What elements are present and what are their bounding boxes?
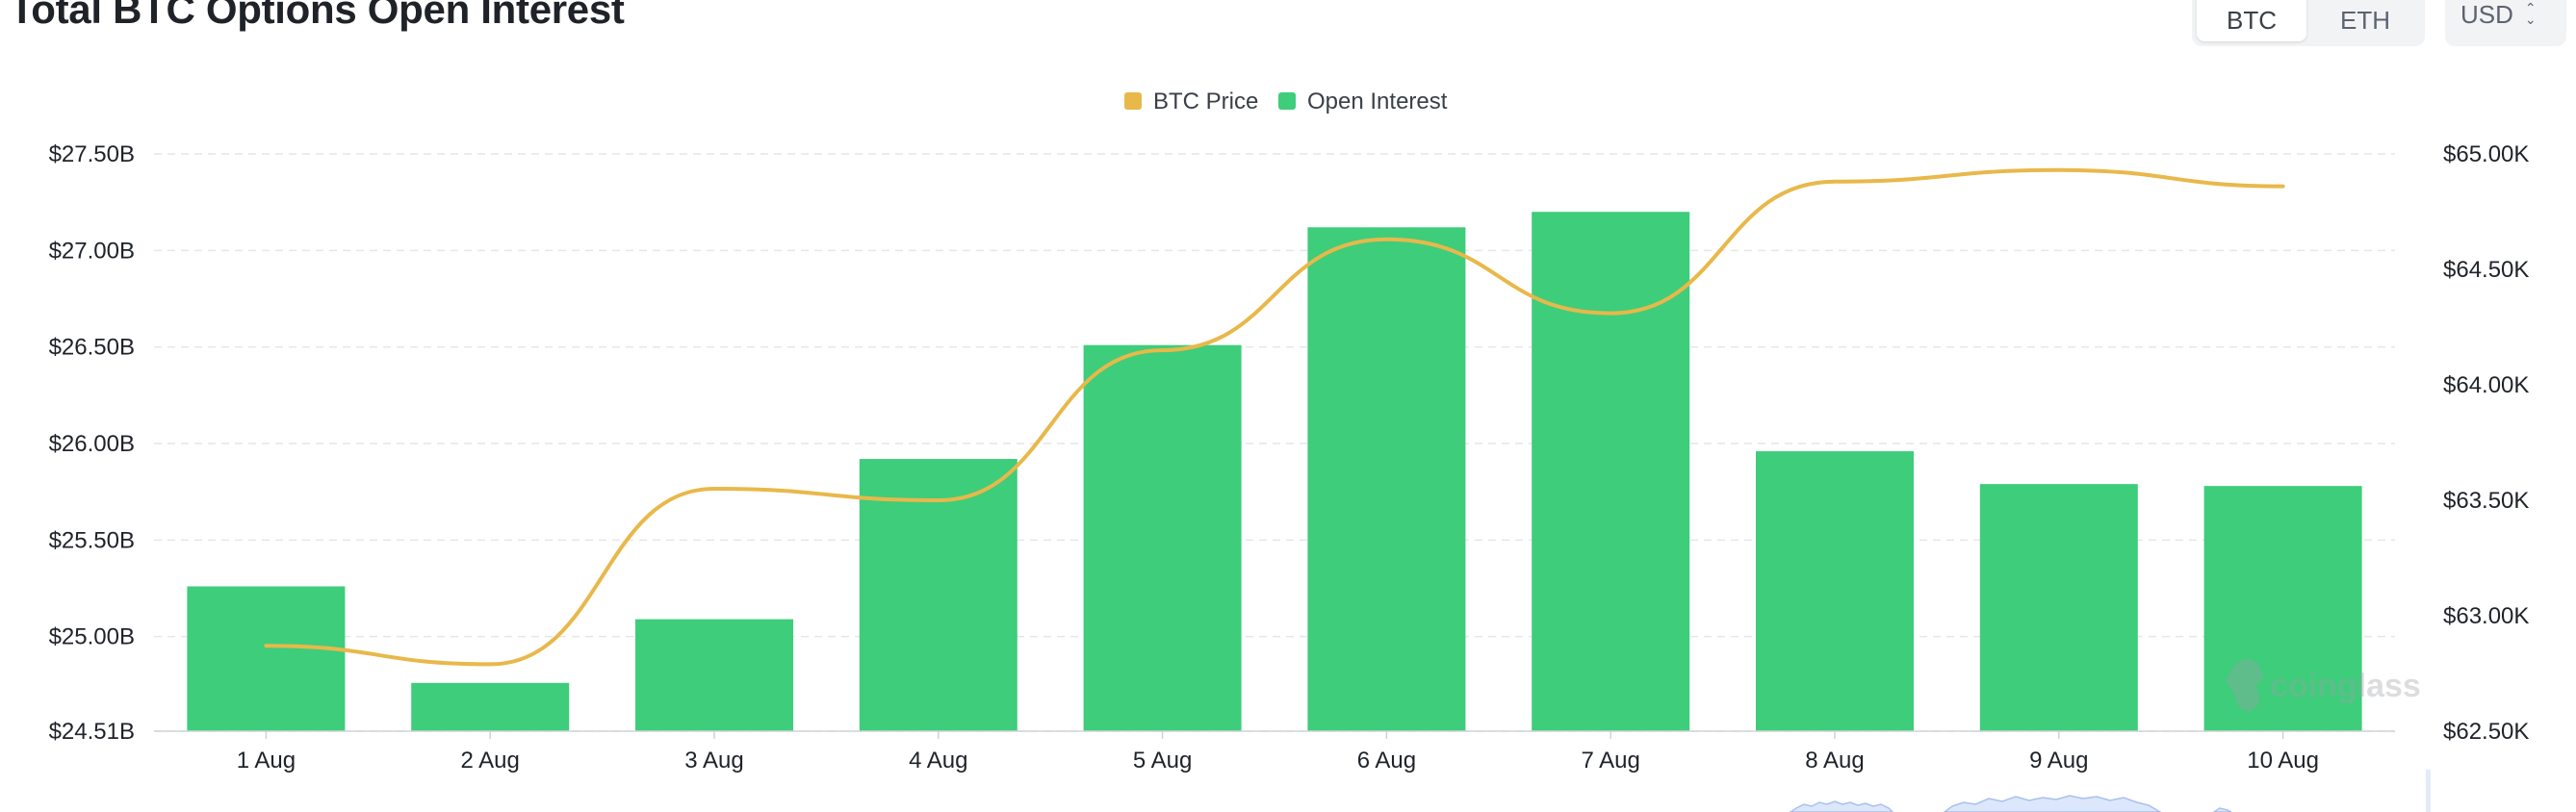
axes: $24.51B $25.00B $25.50B $26.00B $26.50B $27.0… bbox=[49, 141, 2530, 774]
range-navigator-preview bbox=[1789, 770, 2431, 812]
open-interest-bar[interactable] bbox=[635, 619, 793, 731]
open-interest-bar[interactable] bbox=[1532, 212, 1690, 731]
y-left-tick-label: $26.00B bbox=[49, 431, 135, 457]
open-interest-bar[interactable] bbox=[2203, 486, 2362, 731]
open-interest-bar[interactable] bbox=[1979, 484, 2138, 731]
open-interest-bar[interactable] bbox=[187, 586, 346, 731]
tab-btc[interactable]: BTC bbox=[2197, 0, 2306, 41]
open-interest-bars bbox=[187, 212, 2362, 732]
y-right-tick-label: $64.50K bbox=[2443, 257, 2529, 283]
tab-eth[interactable]: ETH bbox=[2310, 0, 2420, 41]
y-right-tick-label: $63.50K bbox=[2443, 488, 2529, 514]
y-left-tick-label: $27.50B bbox=[49, 141, 135, 167]
open-interest-bar[interactable] bbox=[1083, 344, 1242, 731]
coinglass-watermark: coinglass bbox=[2226, 658, 2421, 712]
open-interest-bar[interactable] bbox=[859, 459, 1018, 731]
btc-price-line[interactable] bbox=[264, 167, 2285, 667]
x-tick-label: 2 Aug bbox=[460, 748, 519, 774]
y-right-tick-label: $65.00K bbox=[2443, 141, 2529, 167]
open-interest-bar[interactable] bbox=[1756, 451, 1914, 731]
chevron-updown-icon: ⌃ ⌄ bbox=[2524, 0, 2537, 27]
coinglass-logo-icon bbox=[2226, 658, 2264, 712]
x-tick-label: 9 Aug bbox=[2029, 748, 2088, 774]
x-tick-label: 6 Aug bbox=[1357, 748, 1416, 774]
y-right-tick-label: $62.50K bbox=[2443, 719, 2529, 745]
btc-price-line-group bbox=[264, 167, 2285, 667]
legend-label-open-interest[interactable]: Open Interest bbox=[1307, 89, 1448, 114]
page-title: Total BTC Options Open Interest bbox=[10, 0, 625, 32]
legend: BTC Price Open Interest bbox=[1124, 89, 1448, 114]
y-left-tick-label: $25.00B bbox=[49, 624, 135, 650]
x-tick-label: 10 Aug bbox=[2247, 748, 2319, 774]
legend-swatch-open-interest bbox=[1278, 92, 1296, 110]
open-interest-bar[interactable] bbox=[1307, 227, 1466, 732]
y-right-tick-label: $63.00K bbox=[2443, 603, 2529, 629]
x-tick-label: 5 Aug bbox=[1133, 748, 1192, 774]
y-left-tick-label: $26.50B bbox=[49, 335, 135, 361]
currency-select[interactable]: USD ⌃ ⌄ bbox=[2445, 0, 2566, 46]
y-right-tick-label: $64.00K bbox=[2443, 372, 2529, 398]
legend-label-btc-price[interactable]: BTC Price bbox=[1153, 89, 1258, 114]
x-tick-label: 8 Aug bbox=[1805, 748, 1864, 774]
y-left-tick-label: $24.51B bbox=[49, 719, 135, 745]
x-tick-label: 3 Aug bbox=[684, 748, 743, 774]
y-left-tick-label: $27.00B bbox=[49, 238, 135, 264]
y-left-tick-label: $25.50B bbox=[49, 527, 135, 553]
x-tick-label: 7 Aug bbox=[1581, 748, 1639, 774]
coin-toggle: BTC ETH bbox=[2192, 0, 2425, 46]
open-interest-bar[interactable] bbox=[411, 682, 570, 731]
currency-value: USD bbox=[2460, 0, 2513, 29]
x-tick-label: 4 Aug bbox=[909, 748, 967, 774]
legend-swatch-btc-price bbox=[1124, 92, 1142, 110]
watermark-text: coinglass bbox=[2270, 668, 2421, 704]
x-tick-label: 1 Aug bbox=[237, 748, 296, 774]
